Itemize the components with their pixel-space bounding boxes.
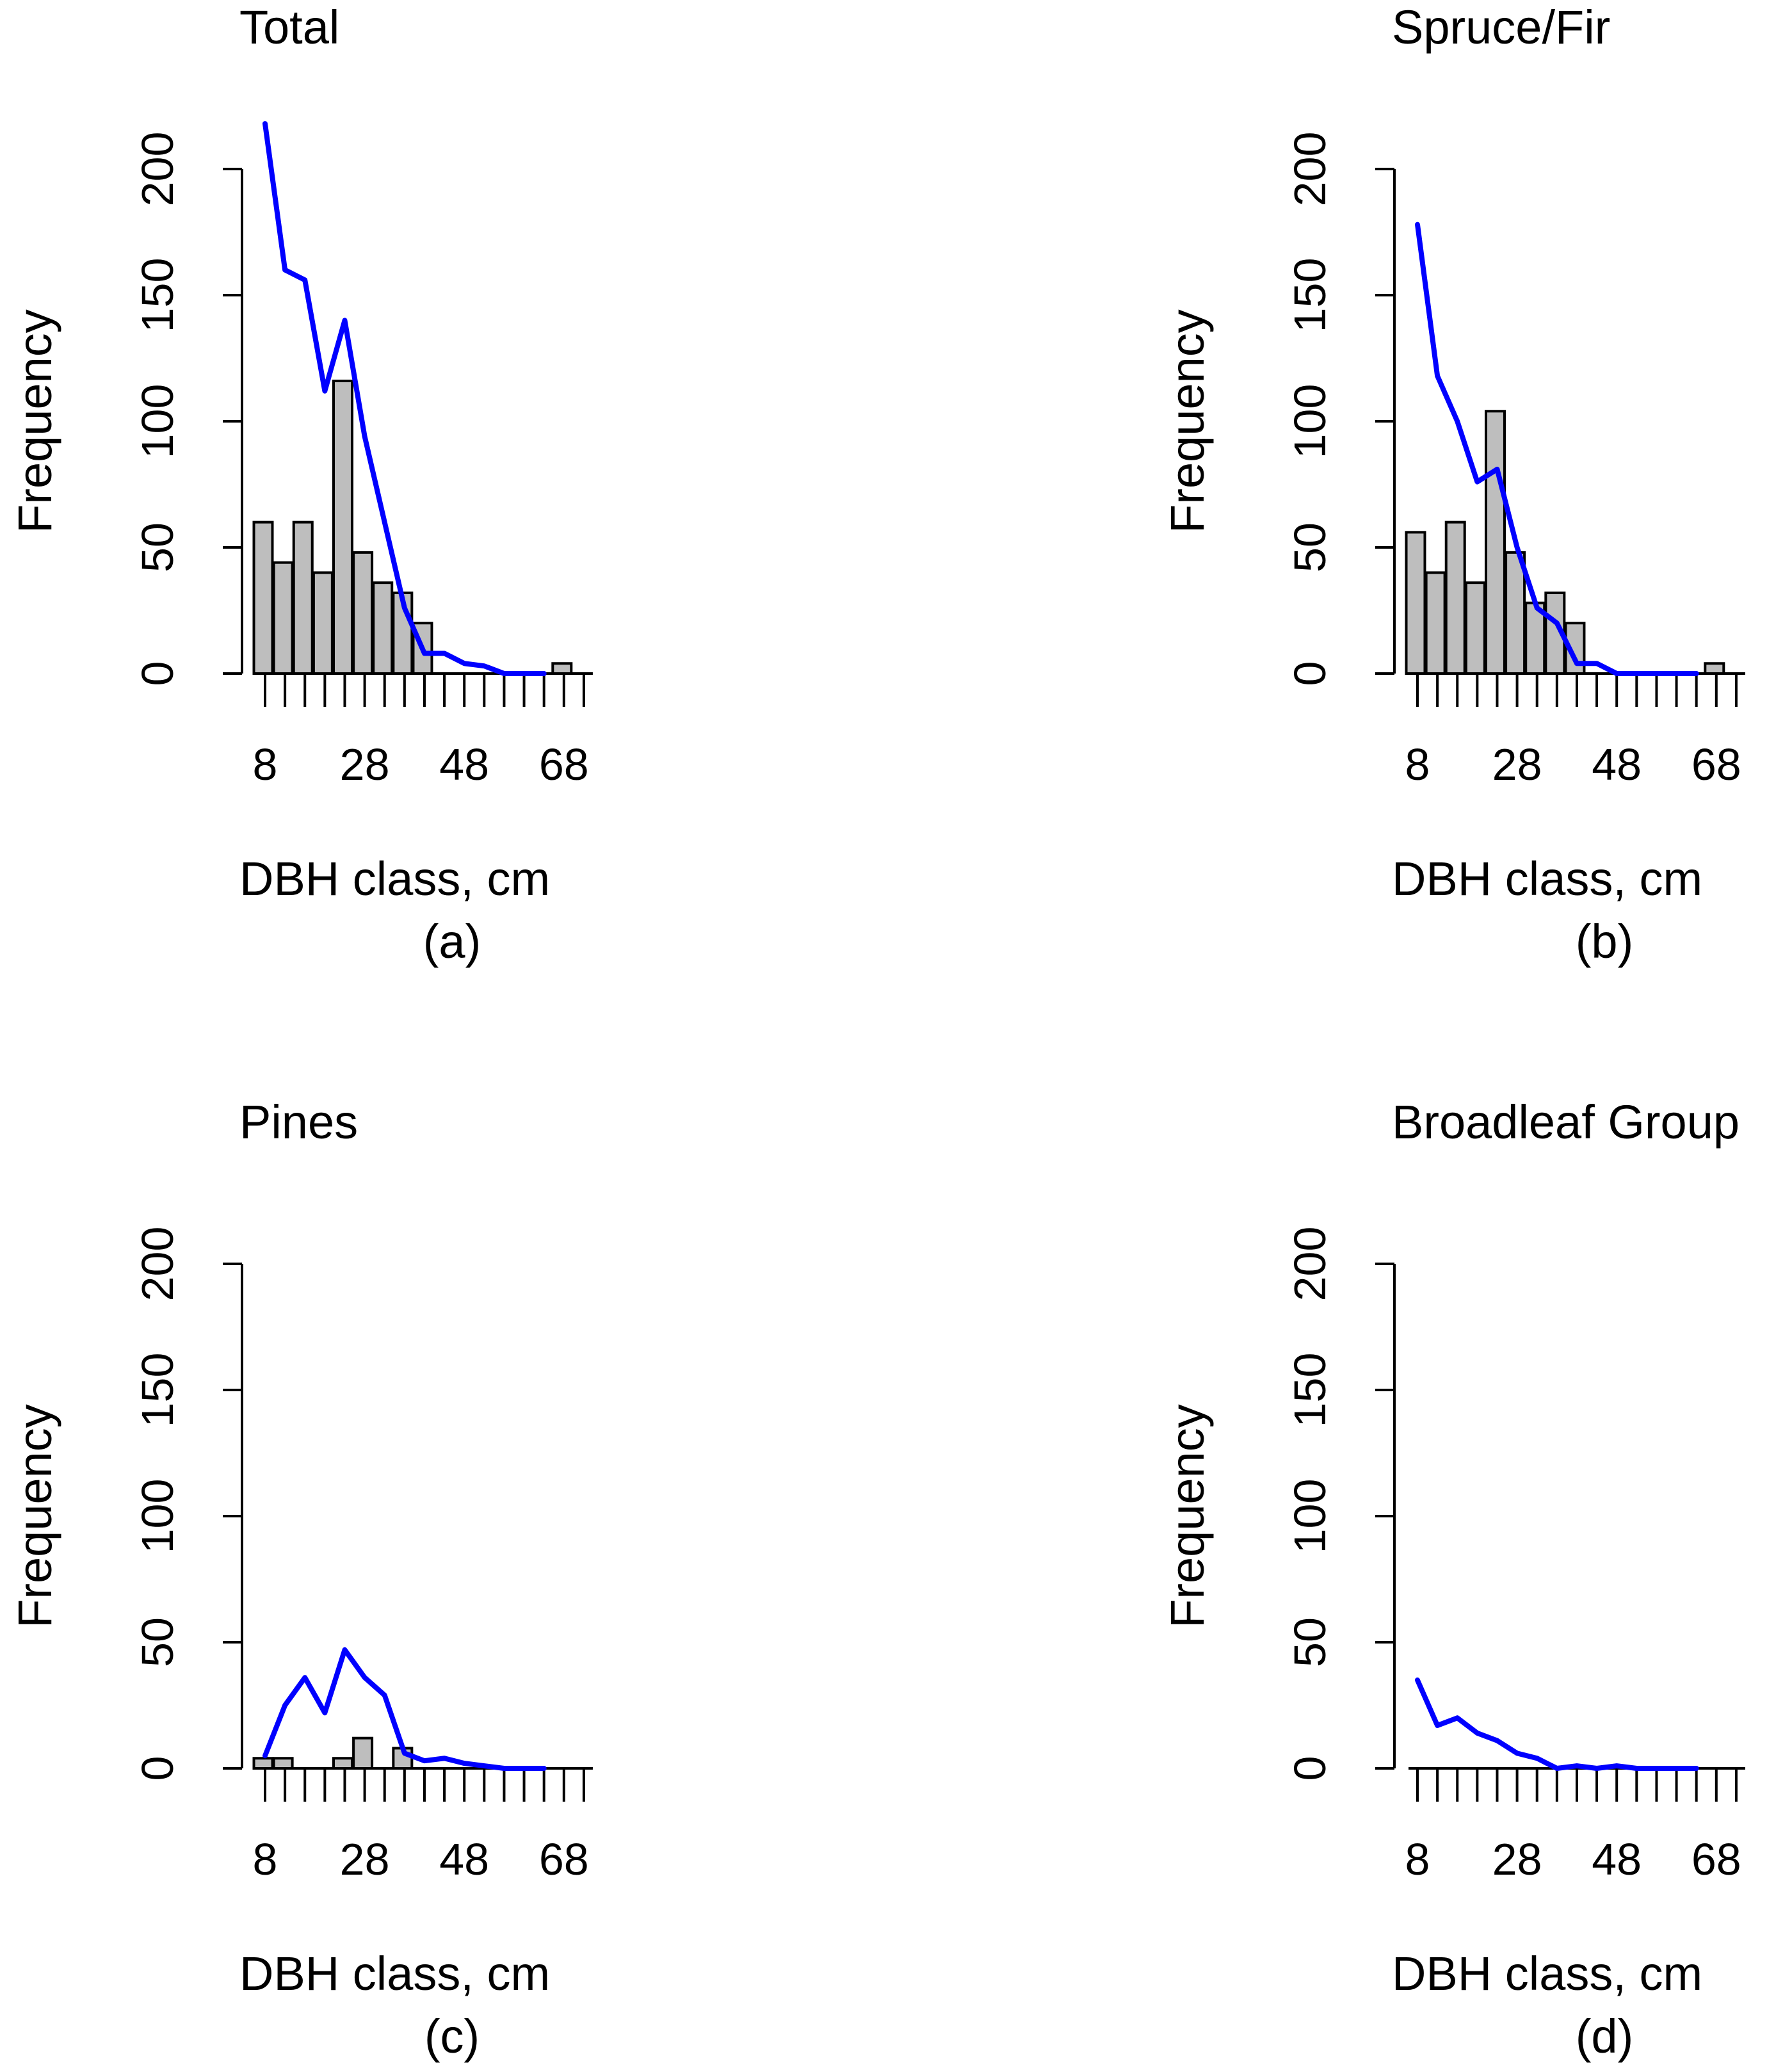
y-tick-label: 150 bbox=[133, 1353, 182, 1428]
panel-label: (b) bbox=[1576, 915, 1633, 968]
x-tick-label: 28 bbox=[340, 1834, 390, 1884]
histogram-bar bbox=[1484, 410, 1506, 675]
y-tick-label: 0 bbox=[133, 1756, 182, 1781]
y-tick-label: 100 bbox=[1285, 384, 1335, 459]
x-tick-label: 68 bbox=[1691, 739, 1741, 789]
panel-label: (d) bbox=[1576, 2010, 1633, 2063]
x-axis-label: DBH class, cm bbox=[1392, 852, 1702, 905]
panel-label: (a) bbox=[423, 915, 481, 968]
x-tick-label: 68 bbox=[539, 739, 589, 789]
histogram-bar bbox=[1464, 581, 1486, 675]
histogram-bar bbox=[332, 379, 353, 675]
histogram-bar bbox=[551, 662, 573, 675]
x-tick-label: 68 bbox=[539, 1834, 589, 1884]
y-tick-label: 150 bbox=[1285, 258, 1335, 333]
histogram-bar bbox=[352, 551, 374, 675]
histogram-bar bbox=[1505, 551, 1526, 675]
x-tick-label: 48 bbox=[439, 1834, 489, 1884]
x-tick-label: 8 bbox=[253, 739, 278, 789]
x-tick-label: 28 bbox=[1492, 739, 1542, 789]
panels: Total 0 50 100 150 200 Frequency 8 28 48 68 DBH cla… bbox=[8, 1, 1745, 2063]
x-axis-label: DBH class, cm bbox=[239, 1947, 550, 2000]
histogram-bar bbox=[1524, 601, 1546, 675]
x-tick-label: 68 bbox=[1691, 1834, 1741, 1884]
histogram-bar bbox=[1704, 662, 1725, 675]
histogram-bar bbox=[332, 1757, 353, 1770]
x-axis-label: DBH class, cm bbox=[239, 852, 550, 905]
histogram-bar bbox=[1405, 531, 1426, 675]
y-tick-label: 100 bbox=[133, 384, 182, 459]
panel-c: Pines 0 50 100 150 200 Frequency 8 28 48 68 DBH cla… bbox=[8, 1095, 593, 2063]
histogram-bar bbox=[352, 1736, 374, 1770]
panel-a: Total 0 50 100 150 200 Frequency 8 28 48 68 DBH cla… bbox=[8, 1, 593, 968]
fitted-line bbox=[1415, 222, 1699, 676]
panel-title: Spruce/Fir bbox=[1392, 1, 1610, 54]
panel-title: Total bbox=[239, 1, 339, 54]
y-tick-label: 50 bbox=[1285, 1617, 1335, 1667]
panel-b: Spruce/Fir 0 50 100 150 200 Frequency 8 28 48 68 DB… bbox=[1161, 1, 1745, 968]
panel-label: (c) bbox=[424, 2010, 480, 2063]
y-tick-label: 0 bbox=[133, 661, 182, 686]
y-tick-label: 0 bbox=[1285, 661, 1335, 686]
y-tick-label: 50 bbox=[133, 522, 182, 572]
y-tick-label: 0 bbox=[1285, 1756, 1335, 1781]
y-axis-label: Frequency bbox=[1161, 1404, 1214, 1628]
y-tick-label: 200 bbox=[1285, 132, 1335, 207]
y-axis-label: Frequency bbox=[8, 309, 61, 533]
x-tick-label: 8 bbox=[1405, 1834, 1430, 1884]
y-tick-label: 100 bbox=[133, 1479, 182, 1554]
histogram-bar bbox=[1444, 521, 1466, 675]
x-tick-label: 48 bbox=[439, 739, 489, 789]
histogram-bar bbox=[252, 1757, 274, 1770]
x-tick-label: 8 bbox=[1405, 739, 1430, 789]
histogram-bar bbox=[1425, 571, 1446, 675]
x-tick-label: 48 bbox=[1592, 1834, 1642, 1884]
fitted-line bbox=[1415, 1677, 1699, 1771]
x-axis-label: DBH class, cm bbox=[1392, 1947, 1702, 2000]
panel-title: Pines bbox=[239, 1095, 358, 1149]
fitted-line bbox=[262, 121, 547, 676]
x-tick-label: 8 bbox=[253, 1834, 278, 1884]
y-tick-label: 50 bbox=[1285, 522, 1335, 572]
histogram-bar bbox=[312, 571, 334, 675]
histogram-bar bbox=[372, 581, 394, 675]
histogram-bar bbox=[292, 521, 314, 675]
histogram-bar bbox=[272, 561, 294, 675]
panel-d: Broadleaf Group 0 50 100 150 200 Frequency 8 28 4… bbox=[1161, 1095, 1745, 2063]
histogram-bar bbox=[272, 1757, 294, 1770]
histogram-bar bbox=[252, 521, 274, 675]
y-tick-label: 150 bbox=[133, 258, 182, 333]
y-tick-label: 200 bbox=[1285, 1227, 1335, 1302]
y-tick-label: 200 bbox=[133, 132, 182, 207]
y-tick-label: 50 bbox=[133, 1617, 182, 1667]
panel-title: Broadleaf Group bbox=[1392, 1095, 1740, 1149]
y-tick-label: 100 bbox=[1285, 1479, 1335, 1554]
fitted-line bbox=[262, 1647, 547, 1771]
y-axis-label: Frequency bbox=[1161, 309, 1214, 533]
x-tick-label: 48 bbox=[1592, 739, 1642, 789]
x-tick-label: 28 bbox=[1492, 1834, 1542, 1884]
x-tick-label: 28 bbox=[340, 739, 390, 789]
y-tick-label: 150 bbox=[1285, 1353, 1335, 1428]
y-tick-label: 200 bbox=[133, 1227, 182, 1302]
y-axis-label: Frequency bbox=[8, 1404, 61, 1628]
